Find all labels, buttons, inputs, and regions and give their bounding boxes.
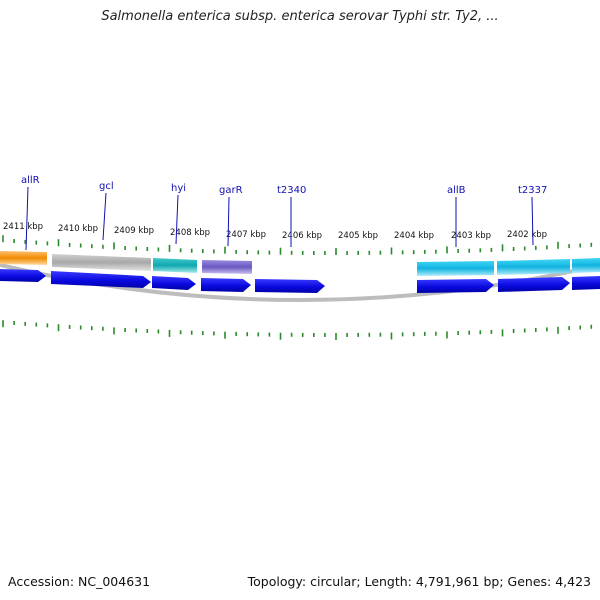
tick-label: 2405 kbp bbox=[338, 231, 378, 241]
feature-next[interactable] bbox=[572, 258, 600, 273]
feature-hyi[interactable] bbox=[153, 258, 197, 273]
gene-label-t2340[interactable]: t2340 bbox=[277, 185, 306, 196]
feature-garR[interactable] bbox=[202, 260, 252, 274]
feature-ring bbox=[0, 251, 600, 276]
gene-leader-line bbox=[531, 196, 534, 246]
tick-label: 2403 kbp bbox=[451, 231, 491, 241]
cds-arrow[interactable] bbox=[255, 279, 325, 293]
cds-arrow[interactable] bbox=[51, 271, 151, 288]
feature-allB[interactable] bbox=[417, 261, 494, 276]
genome-backbone bbox=[0, 262, 600, 302]
tick-labels: 2411 kbp 2410 kbp 2409 kbp 2408 kbp 2407… bbox=[3, 222, 547, 241]
cds-arrow[interactable] bbox=[572, 276, 600, 290]
feature-gcl[interactable] bbox=[52, 254, 151, 271]
tick-label: 2409 kbp bbox=[114, 226, 154, 236]
tick-ring-inner bbox=[2, 320, 593, 340]
map-title: Salmonella enterica subsp. enterica sero… bbox=[101, 9, 499, 24]
gene-leader-line bbox=[227, 196, 230, 247]
cds-ring bbox=[0, 269, 600, 293]
gene-label-t2337[interactable]: t2337 bbox=[518, 185, 547, 196]
gene-label-allB[interactable]: allB bbox=[447, 185, 466, 196]
cds-arrow[interactable] bbox=[201, 278, 251, 292]
gene-leader-line bbox=[102, 192, 107, 241]
gene-leader-line bbox=[25, 186, 29, 251]
gene-labels: allR gcl hyi garR t2340 allB t2337 bbox=[21, 175, 547, 196]
gene-label-hyi[interactable]: hyi bbox=[171, 183, 186, 194]
cds-arrow[interactable] bbox=[417, 279, 494, 293]
tick-label: 2411 kbp bbox=[3, 222, 43, 232]
cds-arrow[interactable] bbox=[0, 269, 46, 282]
tick-label: 2406 kbp bbox=[282, 231, 322, 241]
gene-label-garR[interactable]: garR bbox=[219, 185, 243, 196]
tick-label: 2404 kbp bbox=[394, 231, 434, 241]
tick-label: 2402 kbp bbox=[507, 230, 547, 240]
gene-leaders bbox=[25, 186, 534, 251]
gene-label-gcl[interactable]: gcl bbox=[99, 181, 114, 192]
tick-label: 2408 kbp bbox=[170, 228, 210, 238]
feature-allR[interactable] bbox=[0, 251, 47, 265]
accession-text: Accession: NC_004631 bbox=[8, 574, 151, 589]
gene-leader-line bbox=[175, 194, 179, 245]
tick-ring-outer bbox=[2, 235, 593, 255]
cds-arrow[interactable] bbox=[498, 277, 570, 292]
tick-label: 2410 kbp bbox=[58, 224, 98, 234]
feature-t2337[interactable] bbox=[497, 259, 570, 275]
gene-label-allR[interactable]: allR bbox=[21, 175, 40, 186]
tick-label: 2407 kbp bbox=[226, 230, 266, 240]
cds-arrow[interactable] bbox=[152, 276, 196, 290]
genome-summary-text: Topology: circular; Length: 4,791,961 bp… bbox=[247, 574, 591, 589]
